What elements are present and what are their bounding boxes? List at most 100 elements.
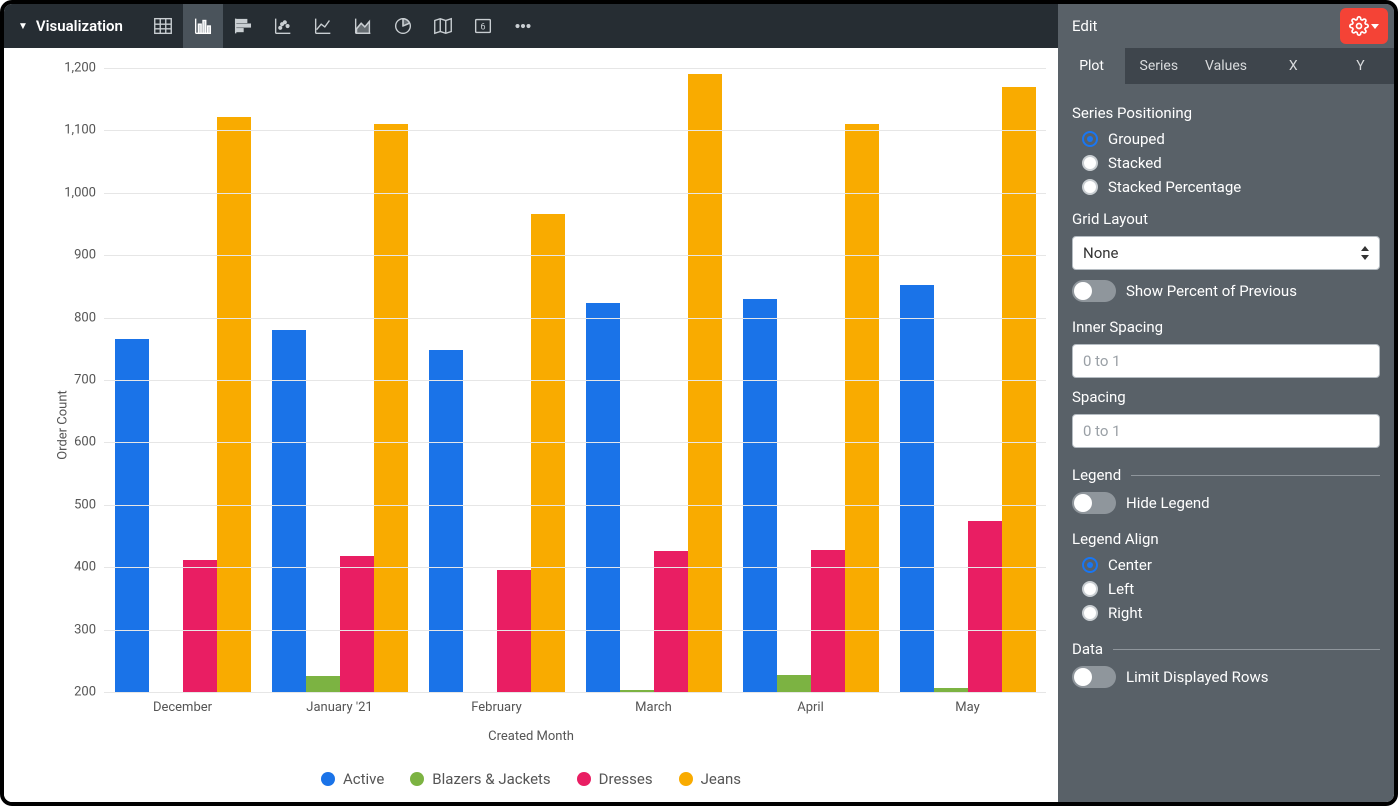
caret-down-icon: ▼ — [18, 21, 28, 32]
hide-legend-label: Hide Legend — [1126, 494, 1210, 512]
x-axis-label: Created Month — [4, 729, 1058, 744]
bar-dresses[interactable] — [968, 521, 1002, 692]
viz-type-bar-button[interactable] — [223, 4, 263, 48]
bar-active[interactable] — [900, 285, 934, 692]
spacing-input[interactable]: 0 to 1 — [1072, 414, 1380, 448]
legend-dot-icon — [679, 772, 693, 786]
gridline — [104, 692, 1046, 693]
bar-blazers-jackets[interactable] — [777, 675, 811, 692]
legend-align-label: Legend Align — [1072, 530, 1380, 548]
bar-jeans[interactable] — [217, 117, 251, 692]
viz-type-more-button[interactable] — [503, 4, 543, 48]
legend-dot-icon — [410, 772, 424, 786]
legend-label: Active — [343, 770, 384, 788]
x-tick-label: April — [797, 692, 824, 715]
bar-active[interactable] — [115, 339, 149, 692]
inner-spacing-input[interactable]: 0 to 1 — [1072, 344, 1380, 378]
tab-x[interactable]: X — [1260, 48, 1327, 84]
edit-sidepanel: Edit PlotSeriesValuesXY Series Positioni… — [1058, 4, 1394, 802]
limit-displayed-rows-toggle[interactable] — [1072, 666, 1116, 688]
hide-legend-toggle[interactable] — [1072, 492, 1116, 514]
bar-dresses[interactable] — [340, 556, 374, 692]
legend-align-left-option[interactable]: Left — [1082, 580, 1380, 598]
legend-label: Jeans — [701, 770, 741, 788]
limit-displayed-rows-label: Limit Displayed Rows — [1126, 668, 1268, 686]
bar-blazers-jackets[interactable] — [306, 676, 340, 692]
visualization-title: Visualization — [36, 17, 123, 35]
divider — [1131, 475, 1380, 476]
x-tick-label: March — [635, 692, 672, 715]
bar-jeans[interactable] — [374, 124, 408, 692]
radio-icon — [1082, 605, 1098, 621]
series-positioning-grouped-option[interactable]: Grouped — [1082, 130, 1380, 148]
viz-type-line-button[interactable] — [303, 4, 343, 48]
legend-label: Dresses — [599, 770, 653, 788]
table-icon — [152, 15, 174, 37]
gridline — [104, 68, 1046, 69]
tab-y[interactable]: Y — [1327, 48, 1394, 84]
bar-active[interactable] — [272, 330, 306, 692]
bar-jeans[interactable] — [688, 74, 722, 692]
bar-active[interactable] — [429, 350, 463, 692]
chart-plot: DecemberJanuary '21FebruaryMarchAprilMay… — [104, 68, 1046, 692]
legend-label: Blazers & Jackets — [432, 770, 550, 788]
bar-jeans[interactable] — [531, 214, 565, 692]
series-positioning-stacked-option[interactable]: Stacked — [1082, 154, 1380, 172]
legend-dot-icon — [321, 772, 335, 786]
inner-spacing-placeholder: 0 to 1 — [1083, 352, 1121, 370]
bar-icon — [232, 15, 254, 37]
bar-dresses[interactable] — [497, 570, 531, 692]
y-tick-label: 400 — [74, 560, 104, 575]
viz-type-area-button[interactable] — [343, 4, 383, 48]
bar-jeans[interactable] — [845, 124, 879, 692]
show-percent-previous-label: Show Percent of Previous — [1126, 282, 1297, 300]
y-axis-label: Order Count — [55, 390, 70, 460]
bar-dresses[interactable] — [183, 560, 217, 692]
viz-type-pie-button[interactable] — [383, 4, 423, 48]
y-tick-label: 1,000 — [64, 185, 104, 200]
gridline — [104, 318, 1046, 319]
y-tick-label: 800 — [74, 310, 104, 325]
grid-layout-select[interactable]: None — [1072, 236, 1380, 270]
tab-series[interactable]: Series — [1125, 48, 1192, 84]
viz-type-column-button[interactable] — [183, 4, 223, 48]
radio-label: Grouped — [1108, 130, 1165, 148]
series-positioning-stacked_pct-option[interactable]: Stacked Percentage — [1082, 178, 1380, 196]
bar-active[interactable] — [586, 303, 620, 692]
bar-jeans[interactable] — [1002, 87, 1036, 692]
bar-active[interactable] — [743, 299, 777, 692]
visualization-collapse-toggle[interactable]: ▼ Visualization — [4, 4, 137, 48]
legend-align-center-option[interactable]: Center — [1082, 556, 1380, 574]
tab-values[interactable]: Values — [1192, 48, 1259, 84]
show-percent-previous-toggle[interactable] — [1072, 280, 1116, 302]
tab-plot[interactable]: Plot — [1058, 48, 1125, 84]
legend-section-label: Legend — [1072, 466, 1121, 484]
chart-area: Order Count DecemberJanuary '21FebruaryM… — [4, 48, 1058, 802]
legend-item-dresses[interactable]: Dresses — [577, 770, 653, 788]
chart-legend: Active Blazers & Jackets Dresses Jeans — [4, 770, 1058, 788]
viz-type-single-button[interactable]: 6 — [463, 4, 503, 48]
legend-align-right-option[interactable]: Right — [1082, 604, 1380, 622]
edit-settings-button[interactable] — [1340, 8, 1388, 44]
radio-label: Stacked — [1108, 154, 1162, 172]
gridline — [104, 130, 1046, 131]
legend-item-jeans[interactable]: Jeans — [679, 770, 741, 788]
legend-item-active[interactable]: Active — [321, 770, 384, 788]
single-icon: 6 — [472, 15, 494, 37]
gridline — [104, 380, 1046, 381]
gear-icon — [1349, 16, 1369, 36]
series-positioning-label: Series Positioning — [1072, 104, 1380, 122]
viz-type-map-button[interactable] — [423, 4, 463, 48]
x-tick-label: May — [955, 692, 979, 715]
radio-label: Left — [1108, 580, 1134, 598]
edit-title: Edit — [1072, 17, 1097, 35]
pie-icon — [392, 15, 414, 37]
area-icon — [352, 15, 374, 37]
gridline — [104, 567, 1046, 568]
radio-label: Stacked Percentage — [1108, 178, 1241, 196]
viz-type-table-button[interactable] — [143, 4, 183, 48]
bar-dresses[interactable] — [811, 550, 845, 692]
viz-type-scatter-button[interactable] — [263, 4, 303, 48]
bar-dresses[interactable] — [654, 551, 688, 692]
legend-item-blazers-jackets[interactable]: Blazers & Jackets — [410, 770, 550, 788]
